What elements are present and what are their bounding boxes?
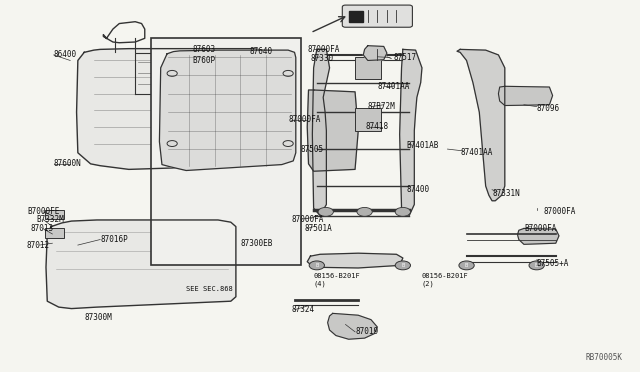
Text: 08156-B201F: 08156-B201F	[422, 273, 468, 279]
Text: B7332M: B7332M	[36, 215, 64, 224]
Text: 87013: 87013	[30, 224, 53, 233]
Bar	[355, 57, 381, 79]
Circle shape	[459, 261, 474, 270]
Text: 87401AA: 87401AA	[378, 82, 410, 91]
Text: 87000FA: 87000FA	[288, 115, 321, 124]
Polygon shape	[518, 228, 559, 244]
Text: 08156-B201F: 08156-B201F	[314, 273, 360, 279]
Circle shape	[357, 208, 372, 216]
Circle shape	[395, 261, 410, 270]
Text: 86400: 86400	[54, 51, 77, 60]
Polygon shape	[159, 50, 296, 170]
Text: 87000FA: 87000FA	[307, 45, 340, 54]
FancyBboxPatch shape	[342, 5, 412, 27]
Text: 87418: 87418	[366, 122, 389, 131]
Text: 87517: 87517	[394, 53, 417, 62]
Text: 87019: 87019	[355, 327, 378, 336]
Circle shape	[318, 208, 333, 216]
Text: 87012: 87012	[27, 241, 50, 250]
Text: SEE SEC.868: SEE SEC.868	[186, 286, 233, 292]
Text: RB70005K: RB70005K	[586, 353, 623, 362]
Text: B: B	[465, 263, 468, 268]
Text: B: B	[315, 263, 319, 268]
Text: 87000FA: 87000FA	[543, 207, 575, 217]
Bar	[45, 228, 64, 238]
Text: 87096: 87096	[537, 104, 560, 113]
Polygon shape	[457, 49, 505, 201]
Polygon shape	[499, 86, 552, 106]
Text: 87B72M: 87B72M	[368, 102, 396, 111]
Polygon shape	[364, 46, 387, 61]
Text: 87640: 87640	[250, 47, 273, 56]
Text: (2): (2)	[422, 280, 435, 287]
Text: (4): (4)	[314, 280, 326, 287]
Polygon shape	[46, 220, 236, 309]
Text: 87324: 87324	[291, 305, 314, 314]
Text: 87400: 87400	[406, 185, 429, 194]
Text: B: B	[401, 263, 404, 268]
Polygon shape	[307, 90, 358, 171]
Text: 87501A: 87501A	[304, 224, 332, 233]
Text: 87000FA: 87000FA	[291, 215, 324, 224]
Polygon shape	[307, 253, 403, 268]
Circle shape	[395, 208, 410, 216]
Polygon shape	[77, 49, 266, 169]
Text: 87300M: 87300M	[84, 312, 112, 321]
Polygon shape	[399, 49, 422, 215]
Bar	[349, 11, 363, 22]
Text: 87600N: 87600N	[54, 159, 81, 169]
Text: 87330: 87330	[310, 54, 333, 63]
Text: 87016P: 87016P	[100, 235, 128, 244]
Polygon shape	[328, 313, 378, 339]
Text: 87505: 87505	[301, 145, 324, 154]
Text: B760P: B760P	[193, 56, 216, 65]
Text: B: B	[535, 263, 538, 268]
FancyBboxPatch shape	[151, 38, 301, 265]
Text: 87300EB: 87300EB	[241, 239, 273, 248]
Text: B7401AB: B7401AB	[406, 141, 438, 150]
Circle shape	[309, 261, 324, 270]
Polygon shape	[312, 49, 330, 215]
Bar	[45, 210, 64, 219]
Text: 87401AA: 87401AA	[460, 148, 493, 157]
Text: B7000FE: B7000FE	[27, 207, 60, 217]
Bar	[355, 109, 381, 131]
Text: B7505+A: B7505+A	[537, 259, 569, 268]
Text: 87603: 87603	[193, 45, 216, 54]
Circle shape	[529, 261, 544, 270]
Text: 87331N: 87331N	[492, 189, 520, 198]
Text: B7000FA: B7000FA	[524, 224, 556, 233]
